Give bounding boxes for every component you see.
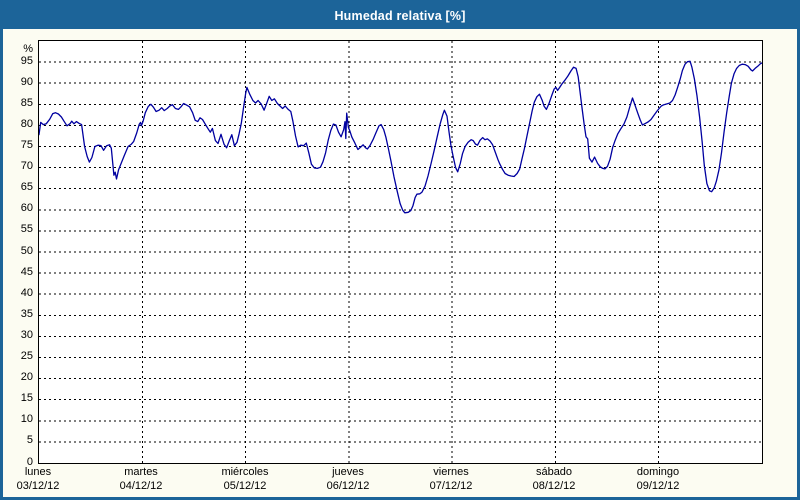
x-tick-date-label: 08/12/12 (532, 480, 576, 492)
x-tick-day-label: miércoles (221, 466, 269, 478)
x-tick-date-label: 07/12/12 (429, 480, 473, 492)
y-tick-label: 20 (20, 371, 33, 383)
y-tick-label: 70 (20, 160, 33, 172)
x-tick-date-label: 04/12/12 (119, 480, 163, 492)
x-tick-day-label: viernes (433, 466, 469, 478)
plot-area (38, 40, 763, 464)
y-tick-label: 15 (20, 392, 33, 404)
y-tick-label: 40 (20, 287, 33, 299)
title-bar: Humedad relativa [%] (3, 3, 797, 29)
y-tick-label: 55 (20, 223, 33, 235)
y-tick-label: 30 (20, 329, 33, 341)
y-tick-label: 95 (20, 55, 33, 67)
x-tick-day-label: sábado (535, 466, 573, 478)
y-tick-label: 0 (26, 456, 33, 468)
x-tick-date-label: 06/12/12 (326, 480, 370, 492)
y-tick-label: 60 (20, 202, 33, 214)
y-axis-unit-label: % (23, 43, 33, 55)
y-tick-label: 10 (20, 413, 33, 425)
y-tick-label: 85 (20, 97, 33, 109)
y-tick-label: 80 (20, 118, 33, 130)
y-tick-label: 50 (20, 245, 33, 257)
y-tick-label: 45 (20, 266, 33, 278)
x-tick-day-label: martes (124, 466, 158, 478)
y-tick-label: 90 (20, 76, 33, 88)
humidity-series-line (39, 60, 762, 214)
x-tick-date-label: 09/12/12 (636, 480, 680, 492)
y-tick-label: 35 (20, 308, 33, 320)
x-tick-day-label: domingo (636, 466, 680, 478)
humidity-line-chart (39, 41, 762, 463)
x-tick-day-label: lunes (24, 466, 52, 478)
y-tick-label: 5 (26, 434, 33, 446)
y-tick-label: 65 (20, 181, 33, 193)
y-tick-label: 75 (20, 139, 33, 151)
x-tick-day-label: jueves (332, 466, 364, 478)
x-tick-date-label: 03/12/12 (16, 480, 60, 492)
y-tick-label: 25 (20, 350, 33, 362)
chart-title: Humedad relativa [%] (334, 9, 466, 23)
x-tick-date-label: 05/12/12 (223, 480, 267, 492)
